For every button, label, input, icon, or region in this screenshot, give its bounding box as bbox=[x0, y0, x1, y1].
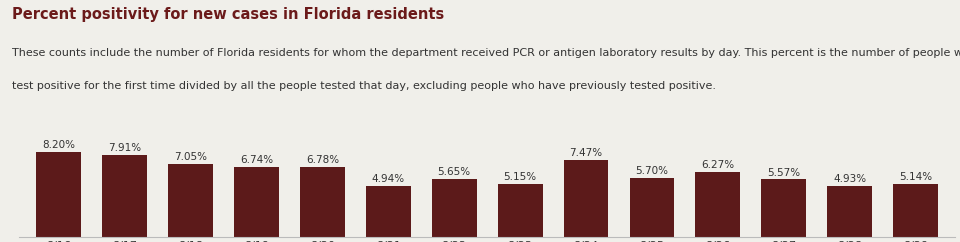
Bar bbox=[497, 184, 542, 237]
Text: 7.47%: 7.47% bbox=[569, 148, 603, 158]
Bar bbox=[564, 160, 609, 237]
Bar bbox=[828, 186, 872, 237]
Bar bbox=[630, 178, 674, 237]
Bar bbox=[695, 172, 740, 237]
Text: test positive for the first time divided by all the people tested that day, excl: test positive for the first time divided… bbox=[12, 81, 715, 91]
Bar bbox=[761, 179, 806, 237]
Bar bbox=[893, 184, 938, 237]
Text: 4.94%: 4.94% bbox=[372, 174, 405, 184]
Text: 6.27%: 6.27% bbox=[702, 160, 734, 170]
Bar bbox=[36, 152, 82, 237]
Bar bbox=[366, 186, 411, 237]
Bar bbox=[234, 167, 279, 237]
Text: 5.14%: 5.14% bbox=[900, 172, 932, 182]
Bar bbox=[168, 164, 213, 237]
Text: 5.57%: 5.57% bbox=[767, 167, 801, 178]
Bar bbox=[103, 155, 147, 237]
Text: 5.15%: 5.15% bbox=[504, 172, 537, 182]
Text: 8.20%: 8.20% bbox=[42, 140, 75, 150]
Text: 6.78%: 6.78% bbox=[306, 155, 339, 165]
Text: 5.65%: 5.65% bbox=[438, 167, 470, 177]
Text: 6.74%: 6.74% bbox=[240, 155, 273, 165]
Bar bbox=[432, 179, 477, 237]
Text: Percent positivity for new cases in Florida residents: Percent positivity for new cases in Flor… bbox=[12, 7, 444, 22]
Text: 5.70%: 5.70% bbox=[636, 166, 668, 176]
Text: 4.93%: 4.93% bbox=[833, 174, 866, 184]
Text: 7.91%: 7.91% bbox=[108, 143, 141, 153]
Text: These counts include the number of Florida residents for whom the department rec: These counts include the number of Flori… bbox=[12, 48, 960, 58]
Bar bbox=[300, 167, 345, 237]
Text: 7.05%: 7.05% bbox=[174, 152, 207, 162]
